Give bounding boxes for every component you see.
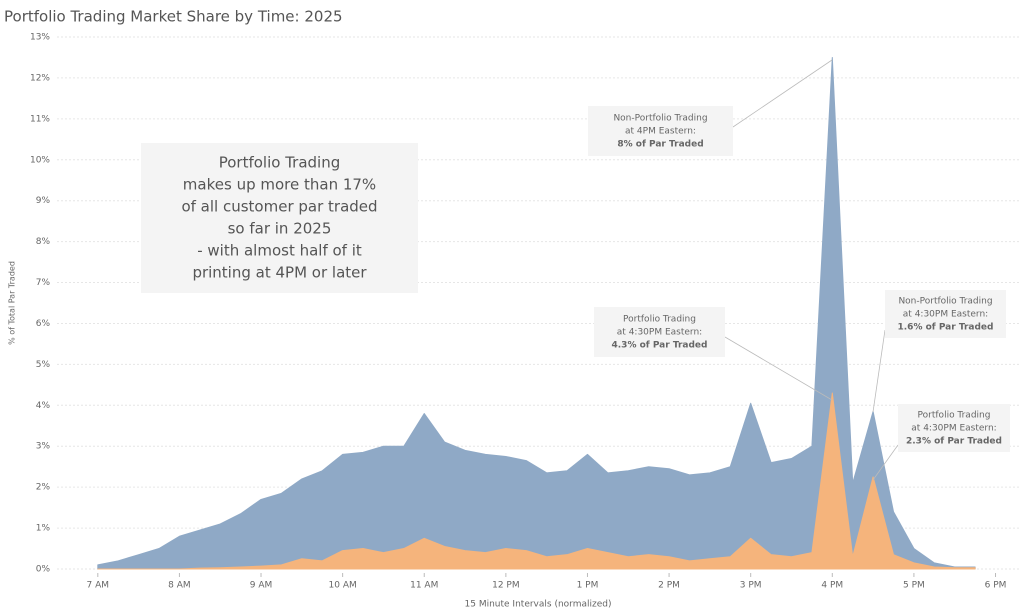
annotation-text: 1.6% of Par Traded xyxy=(898,323,994,333)
chart-title: Portfolio Trading Market Share by Time: … xyxy=(4,8,343,26)
annotation-text: at 4:30PM Eastern: xyxy=(903,310,988,320)
annotation-text: 8% of Par Traded xyxy=(617,140,703,150)
y-tick-label: 7% xyxy=(36,278,51,288)
area xyxy=(97,56,976,570)
x-tick-label: 1 PM xyxy=(577,581,599,591)
y-tick-label: 5% xyxy=(36,360,51,370)
x-tick-label: 7 AM xyxy=(87,581,110,591)
y-tick-label: 10% xyxy=(30,155,50,165)
x-tick-label: 9 AM xyxy=(250,581,273,591)
y-tick-label: 6% xyxy=(36,319,51,329)
annotation-text: makes up more than 17% xyxy=(183,176,376,194)
annotation-text: printing at 4PM or later xyxy=(192,264,367,282)
x-axis-label: 15 Minute Intervals (normalized) xyxy=(465,600,612,610)
leader-line xyxy=(724,336,833,401)
annotation-box xyxy=(141,143,418,293)
annotation-text: so far in 2025 xyxy=(228,220,332,238)
y-tick-label: 2% xyxy=(36,483,51,493)
leader-line xyxy=(872,329,886,413)
y-tick-label: 9% xyxy=(36,196,51,206)
x-tick-label: 5 PM xyxy=(903,581,925,591)
y-tick-label: 0% xyxy=(36,565,51,575)
x-tick-label: 12 PM xyxy=(492,581,520,591)
y-tick-label: 3% xyxy=(36,442,51,452)
x-tick-label: 8 AM xyxy=(168,581,191,591)
y-tick-label: 11% xyxy=(30,114,50,124)
annotation-text: Portfolio Trading xyxy=(219,154,341,172)
y-tick-label: 1% xyxy=(36,524,51,534)
leader-line xyxy=(732,59,833,128)
y-tick-label: 8% xyxy=(36,237,51,247)
x-tick-label: 10 AM xyxy=(329,581,357,591)
leader-line xyxy=(872,444,899,481)
y-tick-label: 4% xyxy=(36,401,51,411)
y-tick-label: 12% xyxy=(30,73,50,83)
annotation-text: - with almost half of it xyxy=(197,242,362,260)
annotation-box xyxy=(885,290,1006,338)
x-tick-label: 2 PM xyxy=(658,581,680,591)
annotation-text: 4.3% of Par Traded xyxy=(612,341,708,351)
annotation-text: 2.3% of Par Traded xyxy=(906,437,1002,447)
annotation-text: at 4PM Eastern: xyxy=(625,127,696,137)
annotation-text: Portfolio Trading xyxy=(918,411,991,421)
annotation-text: of all customer par traded xyxy=(181,198,377,216)
annotation-text: Non-Portfolio Trading xyxy=(613,114,707,124)
x-tick-label: 4 PM xyxy=(821,581,843,591)
x-tick-label: 6 PM xyxy=(985,581,1007,591)
annotation-text: Portfolio Trading xyxy=(623,315,696,325)
x-tick-label: 11 AM xyxy=(410,581,438,591)
annotation-box xyxy=(594,307,725,357)
annotation-box xyxy=(898,404,1010,452)
annotation-text: at 4:30PM Eastern: xyxy=(911,424,996,434)
annotation-text: at 4:30PM Eastern: xyxy=(617,328,702,338)
y-axis-label: % of Total Par Traded xyxy=(8,261,17,345)
y-tick-label: 13% xyxy=(30,33,50,43)
annotation-text: Non-Portfolio Trading xyxy=(898,297,992,307)
x-tick-label: 3 PM xyxy=(740,581,762,591)
area xyxy=(97,392,976,570)
annotation-box xyxy=(588,106,733,156)
